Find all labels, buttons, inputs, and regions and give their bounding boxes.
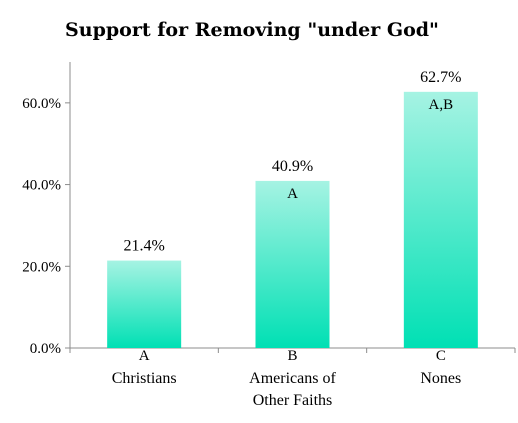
y-tick-label: 40.0%: [22, 178, 61, 194]
data-label: 62.7%: [420, 69, 461, 86]
bar: [107, 260, 182, 348]
x-category-label: Other Faiths: [253, 392, 333, 409]
group-letter: A: [139, 348, 150, 364]
chart-labels: 21.4% A Christians 40.9% A B Americans of Other…: [112, 69, 462, 409]
y-tick-label: 60.0%: [22, 96, 61, 112]
y-tick-label: 0.0%: [30, 341, 61, 357]
x-category-label: Americans of: [249, 370, 336, 387]
y-tick-label: 20.0%: [22, 259, 61, 275]
bar: [403, 91, 478, 348]
x-category-label: Nones: [420, 370, 461, 387]
chart-title: Support for Removing "under God": [65, 19, 439, 41]
data-label: 21.4%: [124, 238, 165, 255]
bar: [255, 180, 330, 348]
significance-label: A: [287, 186, 298, 202]
x-category-label: Christians: [112, 370, 177, 387]
group-letter: B: [287, 348, 297, 364]
data-label: 40.9%: [272, 158, 313, 175]
group-letter: C: [436, 348, 446, 364]
significance-label: A,B: [429, 97, 454, 113]
chart-bars: [107, 91, 478, 348]
